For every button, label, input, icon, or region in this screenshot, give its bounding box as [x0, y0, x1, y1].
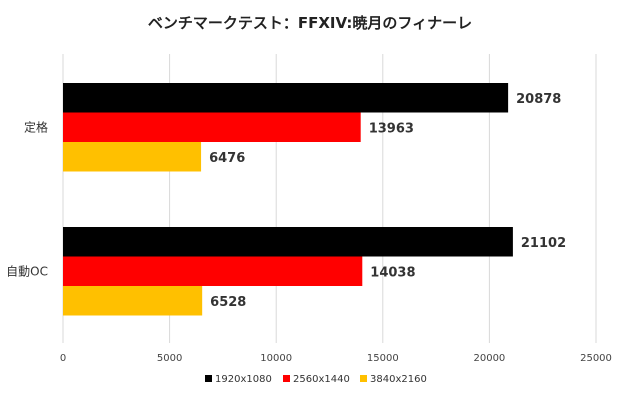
- data-label-0-1: 13963: [369, 121, 414, 136]
- bar-0-2: [63, 142, 202, 172]
- bar-0-1: [63, 112, 361, 142]
- bar-1-1: [63, 256, 363, 286]
- legend-label-0: 1920x1080: [215, 374, 272, 385]
- data-label-0-2: 6476: [209, 151, 245, 166]
- legend-swatch-0: [205, 375, 212, 382]
- legend: 1920x1080 2560x1440 3840x2160: [205, 374, 427, 385]
- chart-title: ベンチマークテスト：FFXIV:暁月のフィナーレ: [148, 14, 472, 32]
- data-label-1-1: 14038: [370, 265, 415, 280]
- x-tick-label-0: 0: [60, 353, 66, 364]
- legend-label-2: 3840x2160: [370, 374, 427, 385]
- category-label-0: 定格: [24, 119, 48, 134]
- data-label-1-2: 6528: [210, 295, 246, 310]
- bars: 20878 13963 6476 21102 14038 6528: [63, 83, 566, 316]
- x-axis-ticks: 0 5000 10000 15000 20000 25000: [60, 353, 612, 364]
- data-label-1-0: 21102: [521, 236, 566, 251]
- x-tick-label-1: 5000: [157, 353, 182, 364]
- category-label-1: 自動OC: [6, 264, 48, 278]
- x-tick-label-5: 25000: [580, 353, 612, 364]
- data-label-0-0: 20878: [516, 92, 561, 107]
- x-tick-label-3: 15000: [367, 353, 399, 364]
- legend-swatch-1: [283, 375, 290, 382]
- legend-swatch-2: [360, 375, 367, 382]
- legend-label-1: 2560x1440: [293, 374, 350, 385]
- x-tick-label-4: 20000: [473, 353, 505, 364]
- bar-1-0: [63, 227, 513, 257]
- bar-0-0: [63, 83, 509, 113]
- bar-1-2: [63, 286, 203, 316]
- x-tick-label-2: 10000: [260, 353, 292, 364]
